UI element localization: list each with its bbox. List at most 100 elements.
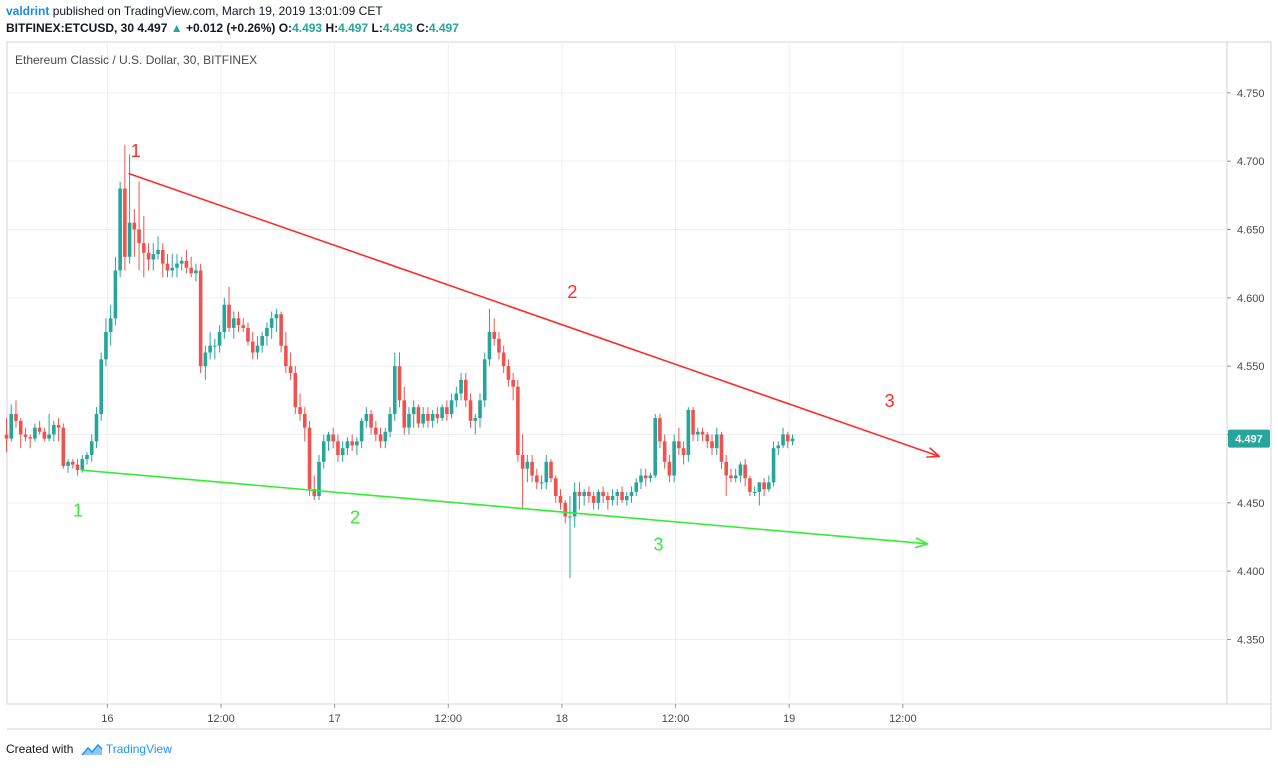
candle-113 <box>539 475 544 490</box>
candle-body-115 <box>549 461 553 479</box>
candle-71 <box>340 441 345 462</box>
candle-body-24 <box>118 188 122 271</box>
open-value: 4.493 <box>292 21 323 35</box>
candle-body-137 <box>653 418 657 476</box>
candle-36 <box>175 254 179 278</box>
price-axis[interactable] <box>1226 41 1272 705</box>
last-price-badge: 4.497 <box>1228 429 1270 448</box>
candle-body-31 <box>151 254 156 260</box>
candle-body-72 <box>345 441 350 449</box>
candle-body-42 <box>203 352 208 367</box>
annotation-label-3: 1 <box>73 501 83 521</box>
low-value: 4.493 <box>382 21 413 35</box>
annotation-label-5: 3 <box>654 535 664 555</box>
candle-96 <box>459 372 463 401</box>
candle-body-143 <box>681 448 686 456</box>
candle-9 <box>47 413 51 442</box>
candle-body-53 <box>255 345 260 353</box>
candle-body-128 <box>610 496 615 501</box>
candle-body-129 <box>615 491 620 497</box>
candle-56 <box>269 311 274 339</box>
candle-body-3 <box>18 420 23 435</box>
candle-35 <box>170 254 175 278</box>
candle-41 <box>198 263 203 373</box>
candle-body-135 <box>643 475 648 479</box>
candle-body-139 <box>662 441 667 462</box>
candle-68 <box>326 431 331 451</box>
candle-body-122 <box>582 491 586 497</box>
symbol-line: BITFINEX:ETCUSD, 30 4.497 ▲ +0.012 (+0.2… <box>6 21 459 35</box>
candle-26 <box>127 154 132 264</box>
candle-body-61 <box>293 372 298 408</box>
candle-body-10 <box>52 424 56 435</box>
candle-78 <box>374 420 378 442</box>
candle-body-7 <box>37 427 42 432</box>
annotation-label-4: 2 <box>350 507 360 527</box>
candle-153 <box>729 468 733 483</box>
author-link[interactable]: valdrint <box>6 4 50 18</box>
candle-8 <box>42 427 47 442</box>
candle-12 <box>61 423 66 469</box>
candle-124 <box>591 491 596 510</box>
candle-29 <box>142 215 146 278</box>
candle-body-20 <box>99 359 103 414</box>
last-price-badge-bg <box>1228 429 1270 448</box>
x-tick-label-2: 17 <box>329 713 341 725</box>
candle-156 <box>743 459 747 487</box>
candle-129 <box>615 489 620 506</box>
candle-body-86 <box>411 407 416 414</box>
candle-body-8 <box>42 431 47 439</box>
tradingview-brand-link[interactable]: TradingView <box>105 742 172 756</box>
candle-body-9 <box>47 434 51 439</box>
candle-body-160 <box>762 482 766 490</box>
candle-body-48 <box>231 318 236 328</box>
candle-7 <box>37 420 42 435</box>
candle-158 <box>752 486 757 497</box>
candle-body-56 <box>269 318 274 328</box>
x-axis-labels: 16 12:00 17 12:00 18 12:00 19 12:00 <box>101 704 917 725</box>
candle-body-64 <box>307 427 312 490</box>
support-trendline <box>80 469 928 544</box>
candle-body-151 <box>719 434 724 462</box>
price-change: +0.012 (+0.26%) <box>185 21 276 35</box>
candle-123 <box>587 486 591 503</box>
candle-146 <box>696 427 700 442</box>
candle-body-33 <box>160 249 165 264</box>
candle-body-105 <box>501 352 506 367</box>
candle-39 <box>189 256 193 278</box>
candle-body-155 <box>738 464 743 476</box>
candle-166 <box>790 434 795 446</box>
candle-70 <box>336 434 340 462</box>
candle-66 <box>317 455 321 501</box>
candle-body-18 <box>89 441 94 456</box>
candle-body-141 <box>672 441 676 476</box>
candle-101 <box>482 352 487 408</box>
candle-body-66 <box>317 461 321 497</box>
candle-32 <box>156 236 160 260</box>
close-value: 4.497 <box>428 21 459 35</box>
candle-body-163 <box>776 445 781 449</box>
candle-body-71 <box>340 448 345 456</box>
candle-body-130 <box>620 491 624 501</box>
candle-body-70 <box>336 441 340 456</box>
candle-152 <box>724 455 729 497</box>
candle-110 <box>525 455 530 483</box>
candle-99 <box>473 413 478 435</box>
candle-40 <box>194 263 198 282</box>
candle-162 <box>771 441 776 487</box>
candle-body-36 <box>175 263 179 268</box>
candle-body-101 <box>482 359 487 401</box>
candle-17 <box>85 452 89 465</box>
candle-body-29 <box>142 243 146 253</box>
candle-body-166 <box>790 438 795 442</box>
candle-33 <box>160 243 165 278</box>
candle-body-55 <box>265 327 269 337</box>
candle-body-125 <box>596 491 601 503</box>
candle-body-1 <box>9 413 14 439</box>
candle-body-118 <box>563 502 568 517</box>
candle-107 <box>511 372 515 401</box>
candle-62 <box>298 393 302 421</box>
candle-body-78 <box>374 427 378 435</box>
candle-87 <box>416 404 421 428</box>
